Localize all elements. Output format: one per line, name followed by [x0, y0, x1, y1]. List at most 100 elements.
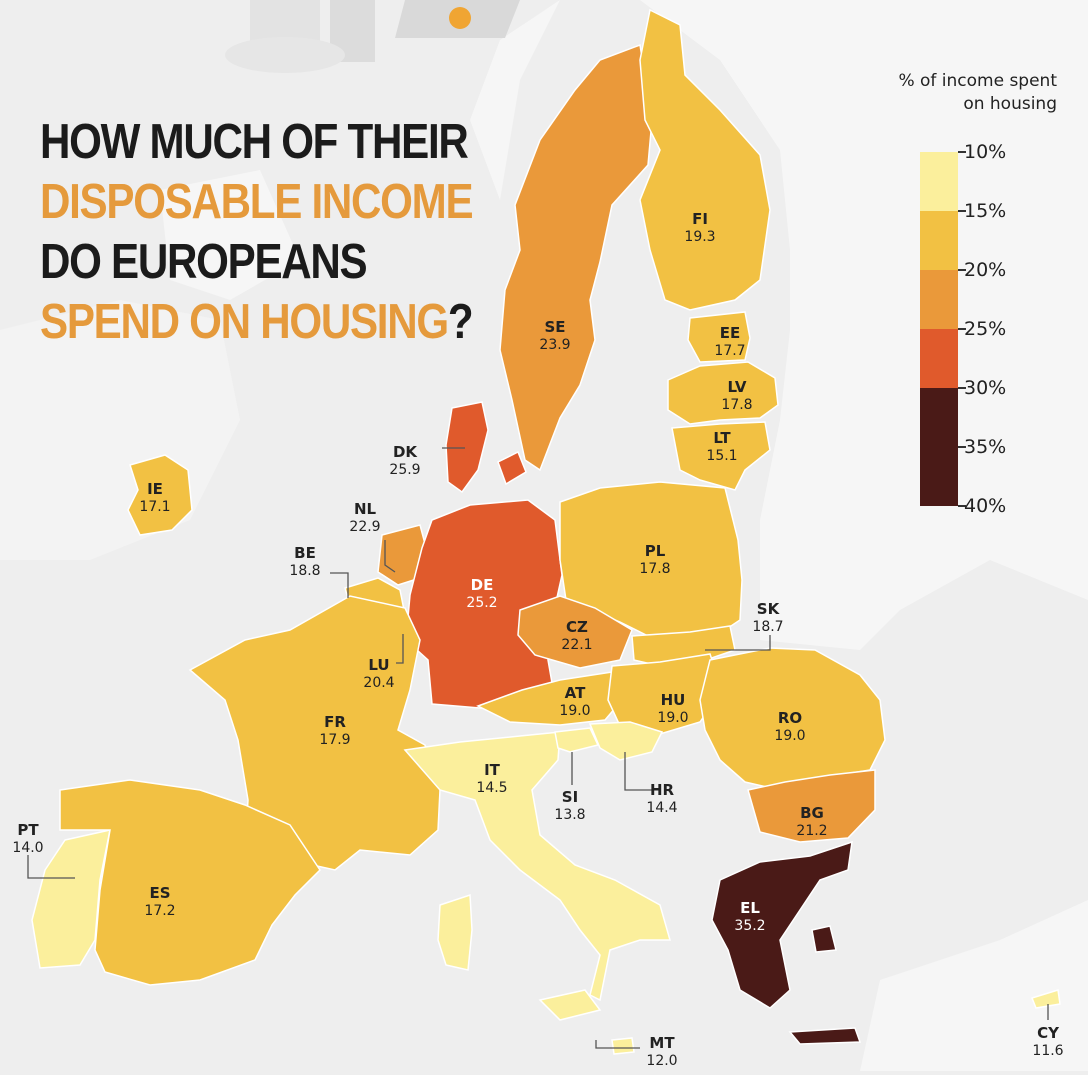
- country-cy: [1031, 989, 1061, 1009]
- country-code-pt: PT: [17, 821, 39, 839]
- country-lt: [671, 421, 771, 491]
- country-value-es: 17.2: [144, 903, 175, 919]
- legend-tick-label: 25%: [964, 318, 1007, 340]
- country-value-lv: 17.8: [721, 397, 752, 413]
- country-value-de: 25.2: [466, 595, 497, 611]
- country-value-se: 23.9: [539, 337, 570, 353]
- country-shape-cy: [1031, 989, 1061, 1009]
- country-value-it: 14.5: [476, 780, 507, 796]
- country-value-pl: 17.8: [639, 561, 670, 577]
- country-value-cz: 22.1: [561, 637, 592, 653]
- country-layer: [31, 8, 1061, 1055]
- country-code-lv: LV: [727, 378, 746, 396]
- country-shape-hr: [588, 721, 664, 761]
- legend-tick-mark: [958, 151, 966, 153]
- country-value-ro: 19.0: [774, 728, 805, 744]
- country-value-be: 18.8: [289, 563, 320, 579]
- country-lv: [667, 361, 779, 425]
- country-shape-bg: [747, 769, 876, 843]
- country-code-bg: BG: [800, 804, 824, 822]
- country-code-ie: IE: [147, 480, 163, 498]
- country-value-fr: 17.9: [319, 732, 350, 748]
- leader-line-lu: [396, 634, 404, 664]
- country-ee: [687, 311, 751, 363]
- country-code-lt: LT: [713, 429, 731, 447]
- legend-tick-label: 35%: [964, 436, 1007, 458]
- country-shape-el-1: [788, 1027, 862, 1045]
- legend-tick-mark: [958, 210, 966, 212]
- country-se: [499, 43, 653, 472]
- country-fi: [639, 8, 771, 311]
- country-value-si: 13.8: [554, 807, 585, 823]
- legend-title-line-2: on housing: [963, 94, 1057, 114]
- country-hr: [588, 721, 664, 761]
- country-code-dk: DK: [393, 443, 418, 461]
- leader-line-nl: [384, 540, 396, 573]
- country-code-fi: FI: [692, 210, 708, 228]
- legend-tick-mark: [958, 505, 966, 507]
- country-shape-si: [554, 727, 600, 753]
- leader-line-be: [330, 572, 349, 598]
- country-code-ee: EE: [720, 324, 741, 342]
- country-value-lt: 15.1: [706, 448, 737, 464]
- legend-tick-label: 15%: [964, 200, 1007, 222]
- legend-swatch-10-15: [920, 152, 958, 211]
- country-code-cy: CY: [1037, 1024, 1060, 1042]
- legend-tick-mark: [958, 387, 966, 389]
- country-shape-cz: [517, 595, 633, 669]
- legend-swatch-35-40: [920, 447, 958, 506]
- country-fr: [188, 595, 441, 871]
- country-code-nl: NL: [354, 500, 377, 518]
- country-code-be: BE: [294, 544, 316, 562]
- country-bg: [747, 769, 876, 843]
- country-shape-se: [499, 43, 653, 472]
- country-code-hr: HR: [650, 781, 675, 799]
- country-si: [554, 727, 600, 753]
- country-es: [59, 779, 321, 986]
- country-value-sk: 18.7: [752, 619, 783, 635]
- country-shape-lv: [667, 361, 779, 425]
- country-shape-el: [711, 840, 853, 1009]
- country-value-cy: 11.6: [1032, 1043, 1063, 1059]
- country-shape-mt: [611, 1037, 635, 1055]
- country-value-dk: 25.9: [389, 462, 420, 478]
- title-line-4-text: SPEND ON HOUSING: [40, 295, 449, 349]
- country-value-mt: 12.0: [646, 1053, 677, 1069]
- country-el: [711, 840, 862, 1045]
- legend-title: % of income spent on housing: [842, 70, 1057, 116]
- legend-tick-mark: [958, 328, 966, 330]
- leader-lines: [27, 447, 1049, 1049]
- title-line-4: SPEND ON HOUSING?: [40, 292, 474, 352]
- country-code-el: EL: [740, 899, 760, 917]
- country-code-si: SI: [562, 788, 578, 806]
- country-shape-it-1: [538, 989, 602, 1021]
- country-code-es: ES: [149, 884, 170, 902]
- legend-color-scale: [920, 152, 958, 506]
- country-code-pl: PL: [645, 542, 666, 560]
- country-code-at: AT: [565, 684, 586, 702]
- country-hu: [607, 653, 723, 735]
- top-illustration: [225, 0, 520, 73]
- leader-line-hr: [624, 752, 660, 791]
- legend-tick-mark: [958, 269, 966, 271]
- legend-swatch-30-35: [920, 388, 958, 447]
- country-ie: [127, 454, 193, 536]
- title-line-3: DO EUROPEANS: [40, 235, 368, 289]
- country-cz: [517, 595, 633, 669]
- country-code-lu: LU: [368, 656, 389, 674]
- country-code-it: IT: [484, 761, 501, 779]
- country-shape-fi: [639, 8, 771, 311]
- legend-tick-label: 10%: [964, 141, 1007, 163]
- country-value-nl: 22.9: [349, 519, 380, 535]
- country-shape-fr: [188, 595, 441, 871]
- country-value-ee: 17.7: [714, 343, 745, 359]
- country-code-ro: RO: [778, 709, 802, 727]
- country-labels: SE23.9FI19.3EE17.7LV17.8LT15.1DK25.9IE17…: [12, 210, 1063, 1069]
- country-mt: [611, 1037, 635, 1055]
- title-line-2: DISPOSABLE INCOME: [40, 175, 474, 229]
- leader-line-mt: [595, 1040, 640, 1049]
- country-code-sk: SK: [757, 600, 781, 618]
- country-code-cz: CZ: [566, 618, 588, 636]
- country-shape-it: [403, 731, 671, 1002]
